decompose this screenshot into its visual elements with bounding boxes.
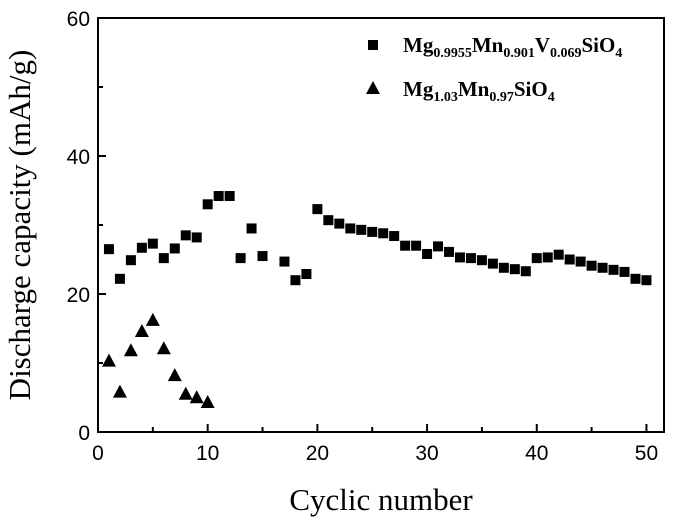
square-point — [411, 240, 422, 251]
label-text: SiO — [514, 77, 548, 101]
y-tick-label: 20 — [67, 284, 90, 307]
square-point — [202, 199, 213, 210]
square-point — [301, 268, 312, 279]
square-point — [191, 232, 202, 243]
triangle-point — [200, 395, 215, 409]
axis-ticks: 0 10 20 30 40 50 0 20 40 60 — [67, 8, 658, 465]
square-point — [103, 244, 114, 255]
square-point — [465, 253, 476, 264]
square-point — [169, 243, 180, 254]
legend: Mg0.9955Mn0.901V0.069SiO4Mg1.03Mn0.97SiO… — [366, 33, 622, 105]
triangle-point — [123, 343, 138, 357]
square-point — [389, 231, 400, 242]
square-point — [509, 264, 520, 275]
subscript: 0.069 — [550, 46, 582, 61]
data-points — [101, 191, 652, 409]
x-axis-label: Cyclic number — [289, 482, 473, 517]
square-point — [147, 238, 158, 249]
y-tick-label: 40 — [67, 146, 90, 169]
plot-frame — [97, 17, 665, 433]
square-point — [290, 275, 301, 286]
square-point — [520, 266, 531, 277]
square-point — [487, 258, 498, 269]
triangle-point — [145, 312, 160, 326]
triangle-point — [156, 341, 171, 355]
subscript: 4 — [548, 90, 555, 105]
y-tick-label: 60 — [67, 8, 90, 31]
label-text: V — [535, 33, 550, 57]
square-point — [246, 223, 257, 234]
square-point — [542, 252, 553, 263]
square-point — [630, 273, 641, 284]
subscript: 0.901 — [503, 46, 535, 61]
subscript: 0.97 — [489, 90, 514, 105]
square-point — [619, 266, 630, 277]
square-point — [345, 223, 356, 234]
x-tick-label: 20 — [306, 442, 329, 465]
legend-square-marker — [368, 40, 378, 50]
square-point — [498, 262, 509, 273]
square-point — [312, 204, 323, 215]
label-text: SiO — [582, 33, 616, 57]
legend-label-2: Mg1.03Mn0.97SiO4 — [403, 77, 555, 105]
subscript: 0.9955 — [433, 46, 472, 61]
square-point — [575, 256, 586, 267]
subscript: 4 — [615, 46, 622, 61]
label-text: Mg — [403, 33, 434, 57]
square-point — [553, 249, 564, 260]
square-point — [125, 255, 136, 266]
x-tick-label: 30 — [415, 442, 438, 465]
square-point — [444, 246, 455, 257]
legend-triangle-marker — [366, 81, 380, 94]
square-point — [400, 240, 411, 251]
triangle-point — [178, 386, 193, 400]
legend-label-1: Mg0.9955Mn0.901V0.069SiO4 — [403, 33, 622, 61]
label-text: Mn — [472, 33, 504, 57]
y-axis-label: Discharge capacity (mAh/g) — [2, 50, 37, 401]
square-point — [586, 260, 597, 271]
triangle-point — [134, 323, 149, 337]
square-point — [422, 248, 433, 259]
square-point — [114, 273, 125, 284]
square-point — [433, 241, 444, 252]
subscript: 1.03 — [433, 90, 458, 105]
square-point — [213, 191, 224, 202]
label-text: Mn — [458, 77, 490, 101]
label-text: Mg — [403, 77, 434, 101]
square-point — [454, 252, 465, 263]
x-tick-label: 40 — [525, 442, 548, 465]
square-point — [235, 253, 246, 264]
triangle-point — [167, 368, 182, 382]
square-point — [476, 255, 487, 266]
square-point — [367, 226, 378, 237]
square-point — [334, 218, 345, 229]
x-tick-label: 50 — [635, 442, 658, 465]
x-tick-label: 10 — [196, 442, 219, 465]
square-point — [136, 242, 147, 253]
y-tick-label: 0 — [78, 422, 90, 445]
x-tick-label: 0 — [92, 442, 104, 465]
square-point — [378, 228, 389, 239]
square-point — [608, 264, 619, 275]
square-point — [531, 253, 542, 264]
square-point — [356, 224, 367, 235]
triangle-point — [101, 353, 116, 367]
square-point — [224, 191, 235, 202]
square-point — [597, 262, 608, 273]
triangle-point — [189, 390, 204, 404]
square-point — [257, 251, 268, 262]
square-point — [180, 230, 191, 241]
square-point — [564, 254, 575, 265]
square-point — [279, 256, 290, 267]
square-point — [323, 215, 334, 226]
square-point — [158, 253, 169, 264]
square-point — [641, 275, 652, 286]
triangle-point — [112, 384, 127, 398]
